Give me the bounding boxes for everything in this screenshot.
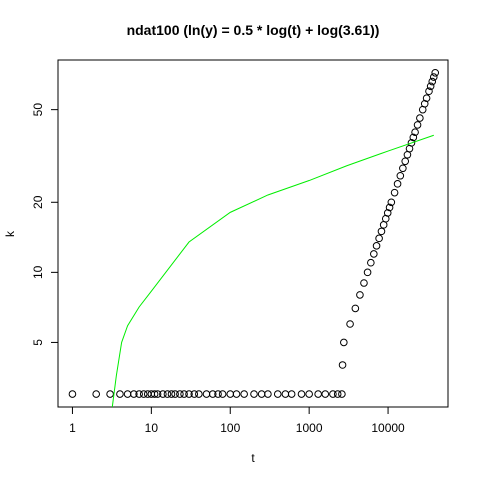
y-axis-label: k xyxy=(3,230,17,237)
point xyxy=(321,390,330,398)
point xyxy=(413,121,422,129)
point xyxy=(163,390,172,398)
point xyxy=(333,390,342,398)
point xyxy=(393,180,402,188)
point xyxy=(106,390,114,398)
plot-box xyxy=(57,59,449,408)
point xyxy=(372,242,381,250)
point xyxy=(153,390,162,398)
point xyxy=(159,390,167,398)
point xyxy=(305,390,313,398)
chart-title: ndat100 (ln(y) = 0.5 * log(t) + log(3.61… xyxy=(127,22,380,38)
point xyxy=(390,188,399,197)
point xyxy=(425,87,433,96)
x-tick-label: 100 xyxy=(220,421,240,435)
point xyxy=(338,361,347,369)
point xyxy=(185,390,193,398)
point xyxy=(367,258,375,267)
point xyxy=(356,291,364,299)
point xyxy=(407,139,416,147)
point xyxy=(360,279,368,287)
point xyxy=(363,268,372,277)
y-tick-label: 20 xyxy=(31,195,45,209)
point xyxy=(401,157,410,166)
point xyxy=(387,198,396,207)
point xyxy=(422,94,431,102)
point xyxy=(426,82,435,91)
point xyxy=(429,73,438,81)
fit-line xyxy=(111,134,434,407)
point xyxy=(340,338,348,347)
y-tick-label: 50 xyxy=(31,103,45,117)
point xyxy=(346,320,354,328)
point xyxy=(428,77,437,86)
point xyxy=(396,171,405,180)
point xyxy=(171,390,179,398)
point xyxy=(385,203,394,212)
point xyxy=(130,390,138,398)
point xyxy=(232,390,241,398)
point xyxy=(375,234,383,243)
point xyxy=(176,390,184,398)
point xyxy=(329,390,337,398)
x-tick-label: 10 xyxy=(145,421,159,435)
x-tick-label: 10000 xyxy=(371,421,405,435)
point xyxy=(409,133,418,142)
point xyxy=(370,250,378,258)
y-tick-label: 5 xyxy=(31,339,45,346)
point xyxy=(351,304,360,313)
x-tick-label: 1000 xyxy=(296,421,323,435)
point xyxy=(273,390,282,398)
point xyxy=(264,390,272,398)
point xyxy=(411,128,419,137)
point xyxy=(416,114,424,122)
plot-area xyxy=(68,68,440,407)
point xyxy=(190,390,199,398)
point xyxy=(250,390,258,398)
point xyxy=(180,390,188,398)
point xyxy=(139,390,148,398)
point xyxy=(218,390,227,398)
point xyxy=(167,390,176,398)
point xyxy=(135,390,143,398)
point xyxy=(68,390,77,398)
point xyxy=(195,390,203,398)
point xyxy=(399,164,407,173)
point xyxy=(116,390,124,398)
point xyxy=(208,390,217,398)
point xyxy=(431,68,440,77)
point xyxy=(287,390,296,398)
point xyxy=(240,390,248,398)
y-tick-label: 10 xyxy=(31,265,45,279)
point xyxy=(338,390,346,398)
x-axis-label: t xyxy=(251,451,255,465)
point xyxy=(420,99,429,108)
point xyxy=(150,390,159,398)
point xyxy=(377,227,386,236)
point xyxy=(297,390,306,398)
point xyxy=(92,390,100,398)
point xyxy=(314,390,322,398)
point xyxy=(383,209,392,217)
x-tick-label: 1 xyxy=(69,421,76,435)
point xyxy=(214,390,222,398)
